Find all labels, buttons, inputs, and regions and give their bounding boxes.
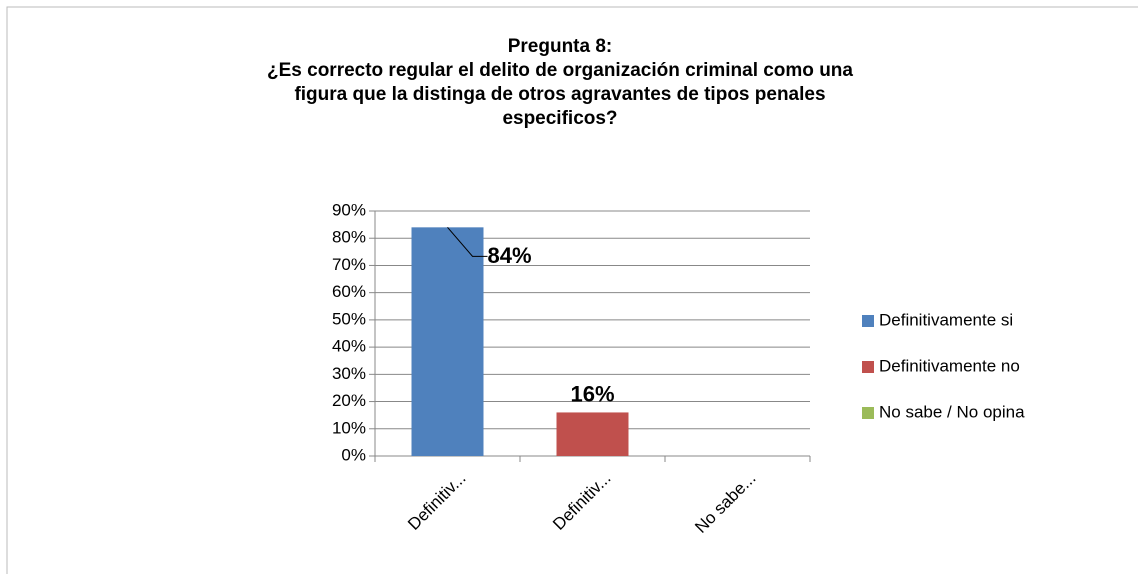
y-tick-label: 40% [332, 337, 366, 356]
legend-swatch [862, 407, 874, 419]
chart-title: figura que la distinga de otros agravant… [294, 84, 825, 105]
bar [411, 227, 484, 456]
legend-label: No sabe / No opina [879, 402, 1025, 421]
x-tick-label: Definitiv... [404, 469, 469, 534]
legend-label: Definitivamente si [879, 310, 1013, 329]
data-label: 16% [570, 381, 614, 406]
x-tick-label: Definitiv... [549, 469, 614, 534]
legend-swatch [862, 315, 874, 327]
chart-title: ¿Es correcto regular el delito de organi… [267, 60, 853, 81]
y-tick-label: 70% [332, 255, 366, 274]
y-tick-label: 60% [332, 282, 366, 301]
y-tick-label: 50% [332, 309, 366, 328]
y-tick-label: 30% [332, 364, 366, 383]
chart-title: especificos? [502, 108, 617, 129]
y-tick-label: 90% [332, 200, 366, 219]
y-tick-label: 80% [332, 228, 366, 247]
x-tick-label: No sabe... [691, 469, 759, 537]
leader-line [447, 227, 488, 257]
chart-frame [6, 6, 1138, 574]
y-tick-label: 0% [341, 445, 366, 464]
legend-label: Definitivamente no [879, 356, 1020, 375]
y-tick-label: 20% [332, 391, 366, 410]
y-tick-label: 10% [332, 418, 366, 437]
chart-title: Pregunta 8: [508, 36, 613, 57]
data-label: 84% [488, 243, 532, 268]
bar [556, 412, 629, 456]
legend-swatch [862, 361, 874, 373]
